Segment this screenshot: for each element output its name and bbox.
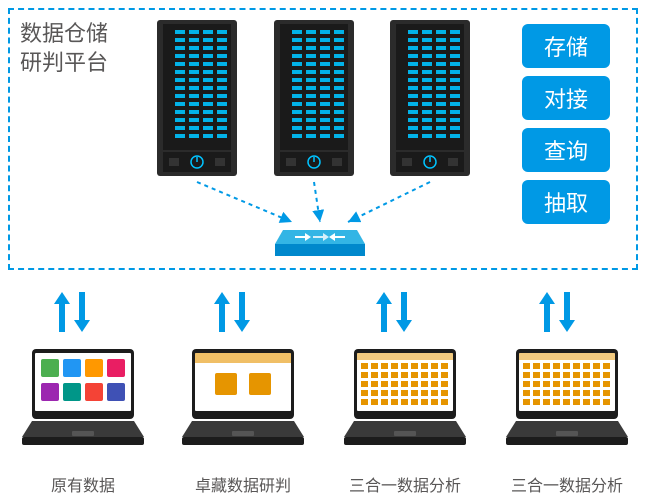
title-line2: 研判平台 [20, 49, 108, 78]
title-line1: 数据仓储 [20, 20, 108, 49]
updown-arrows-1 [48, 288, 96, 341]
laptop-label-3: 三合一数据分析 [340, 472, 470, 496]
feature-pill-2: 对接 [522, 76, 610, 120]
laptop-label-4: 三合一数据分析 [502, 472, 632, 496]
updown-arrows-4 [533, 288, 581, 341]
server-rack-2 [272, 18, 356, 178]
updown-arrows-3 [370, 288, 418, 341]
laptop-3 [340, 345, 470, 460]
feature-pill-1: 存储 [522, 24, 610, 68]
laptop-1 [18, 345, 148, 460]
platform-title: 数据仓储 研判平台 [20, 20, 108, 77]
laptop-label-1: 原有数据 [18, 472, 148, 496]
server-rack-3 [388, 18, 472, 178]
feature-pill-4: 抽取 [522, 180, 610, 224]
laptop-2 [178, 345, 308, 460]
network-switch [275, 218, 365, 258]
server-rack-1 [155, 18, 239, 178]
laptop-4 [502, 345, 632, 460]
laptop-label-2: 卓藏数据研判 [178, 472, 308, 496]
updown-arrows-2 [208, 288, 256, 341]
feature-pill-3: 查询 [522, 128, 610, 172]
